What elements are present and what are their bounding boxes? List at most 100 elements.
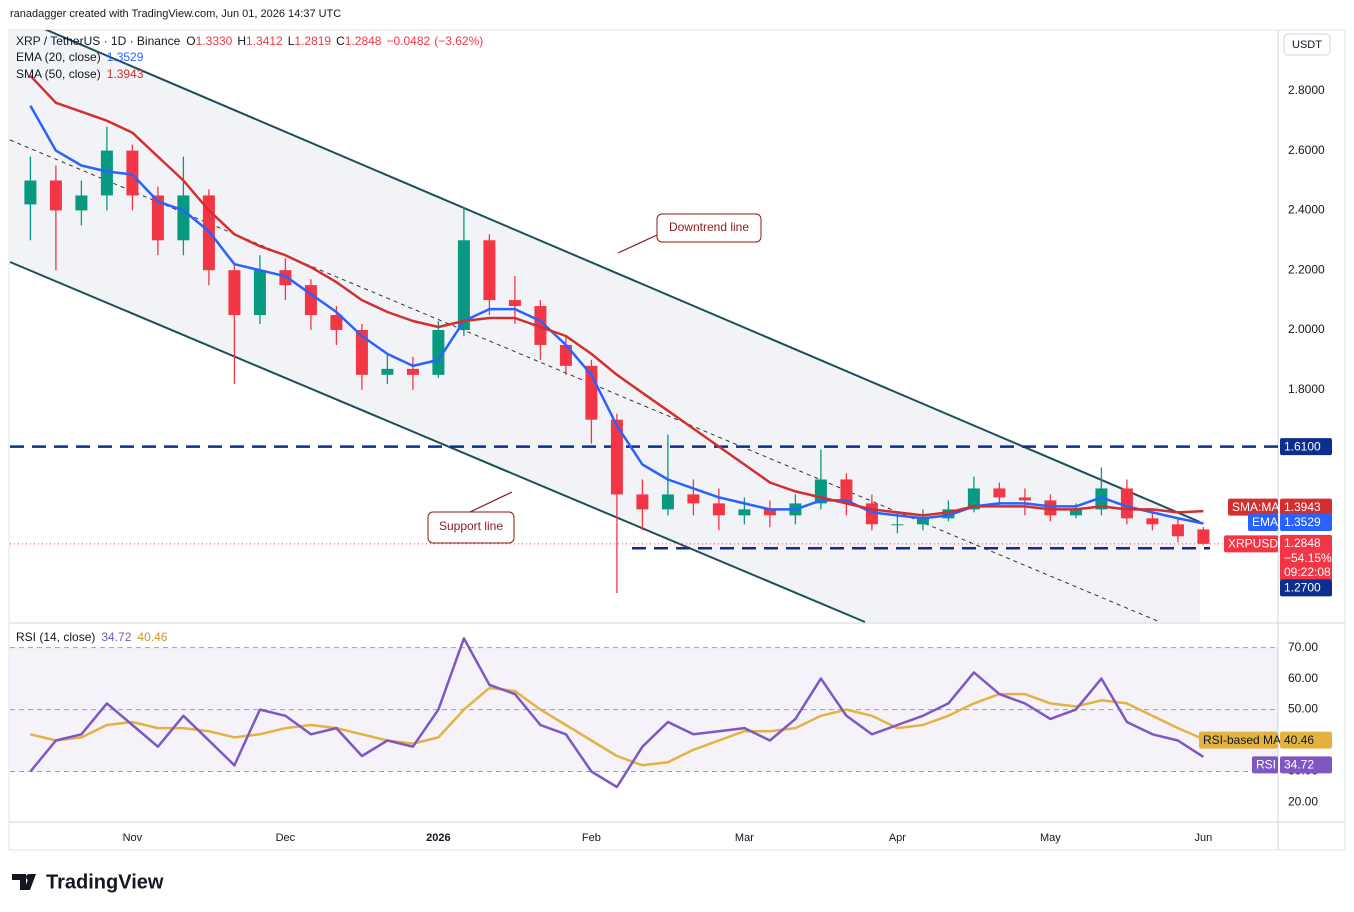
y-tick-label: 1.8000	[1288, 382, 1325, 396]
downtrend-line	[44, 30, 1201, 523]
rsi-ma-tag-bg	[1280, 731, 1332, 749]
candle-body	[177, 195, 190, 241]
ema-name: EMA (20, close)	[16, 50, 101, 64]
rsi-title: RSI (14, close)	[16, 630, 95, 644]
candle-body	[1146, 518, 1159, 525]
sma-value: 1.3943	[107, 67, 144, 81]
candle-body	[355, 329, 368, 375]
candle-body	[483, 240, 496, 301]
price-series	[10, 74, 1278, 594]
candle-body	[636, 494, 649, 510]
ohlc-value: 1.2848	[345, 34, 382, 48]
candle-body	[253, 270, 266, 316]
candle-body	[49, 180, 62, 211]
rsi-tag-label: RSI	[1256, 758, 1276, 772]
candle-body	[840, 479, 853, 504]
callout-pointer	[469, 491, 513, 513]
price-legend: XRP / TetherUS · 1D · Binance O1.3330 H1.3…	[16, 34, 483, 48]
ema-legend: EMA (20, close) 1.3529	[16, 50, 144, 64]
rsi-tag: 34.72	[1284, 758, 1314, 772]
change: −0.0482	[386, 34, 430, 48]
sma-name: SMA (50, close)	[16, 67, 101, 81]
rsi-ma-tag-label-bg	[1199, 731, 1278, 749]
ema-tag-bg	[1280, 513, 1332, 531]
annotation: Support line	[439, 519, 503, 533]
callout-box	[656, 213, 762, 243]
logo-dot	[26, 874, 32, 880]
candle-body	[75, 195, 88, 211]
ema-tag: 1.3529	[1284, 515, 1321, 529]
pane-rsi	[10, 637, 1278, 789]
y-tick-label: 2.0000	[1288, 322, 1325, 336]
change-pct: (−3.62%)	[434, 34, 483, 48]
ohlc-value: 1.2819	[294, 34, 331, 48]
logo-mark	[12, 874, 36, 890]
candle-body	[508, 300, 521, 307]
x-tick-label: Feb	[582, 832, 601, 844]
candle-body	[1120, 488, 1133, 519]
symbol-title: XRP / TetherUS · 1D · Binance	[16, 34, 181, 48]
ema-value: 1.3529	[107, 50, 144, 64]
candle-body	[330, 315, 343, 330]
ohlc-value: 1.3330	[196, 34, 233, 48]
y-tick-label: 60.00	[1288, 671, 1318, 685]
candle-body	[24, 180, 37, 205]
price-tag-line: 09:22:08	[1284, 565, 1331, 579]
rsi-tag-label-bg	[1252, 756, 1278, 774]
channel-fill	[10, 30, 1200, 622]
y-tick-label: 2.6000	[1288, 143, 1325, 157]
candle-body	[993, 488, 1006, 498]
ohlc-label: O	[186, 34, 195, 48]
axis-unit[interactable]: USDT	[1292, 39, 1322, 51]
candle-body	[1069, 509, 1082, 516]
annotation: Downtrend line	[669, 220, 749, 234]
support-trend-line	[9, 261, 866, 623]
candle-body	[763, 509, 776, 516]
symbol-tag: XRPUSDT	[1228, 536, 1286, 550]
rsi-ma-value: 40.46	[137, 630, 167, 644]
series-line	[29, 637, 1205, 789]
candle-body	[1044, 500, 1057, 516]
level-tag: 1.2700	[1284, 580, 1321, 594]
candle-body	[228, 270, 241, 316]
level-tag-bg	[1280, 438, 1332, 456]
candle-body	[1171, 524, 1184, 537]
sma-tag-label: SMA:MA	[1232, 500, 1279, 514]
rsi-legend: RSI (14, close) 34.72 40.46	[16, 630, 168, 644]
candle-body	[942, 509, 955, 519]
logo-text: TradingView	[46, 871, 164, 893]
sma-tag-label-bg	[1228, 498, 1278, 516]
sma-tag-bg	[1280, 498, 1332, 516]
rsi-ma-tag-label: RSI-based MA	[1203, 733, 1281, 747]
candle-body	[406, 368, 419, 375]
pane-price	[9, 30, 1278, 623]
candle-body	[661, 494, 674, 510]
x-tick-label: Dec	[276, 832, 296, 844]
candle-body	[687, 494, 700, 504]
price-tag-line: 1.2848	[1284, 536, 1321, 550]
unit-box[interactable]	[1283, 33, 1331, 56]
price-tag-bg	[1280, 534, 1332, 581]
candle-body	[100, 150, 113, 196]
candle-body	[534, 306, 547, 345]
rsi-series	[10, 637, 1278, 789]
y-tick-label: 2.4000	[1288, 203, 1325, 217]
symbol-tag-bg	[1224, 535, 1278, 553]
ema-tag-label-bg	[1248, 513, 1278, 531]
candle-body	[381, 368, 394, 375]
price-tag-line: −54.15%	[1284, 551, 1332, 565]
series-line	[30, 686, 1204, 767]
x-tick-label: Apr	[889, 832, 906, 844]
sma-tag: 1.3943	[1284, 500, 1321, 514]
candle-body	[1018, 497, 1031, 501]
candle-body	[432, 329, 445, 375]
logo: TradingView	[12, 871, 164, 893]
candle-body	[304, 285, 317, 316]
candle-body	[712, 503, 725, 516]
y-tick-label: 2.8000	[1288, 83, 1325, 97]
sma-legend: SMA (50, close) 1.3943	[16, 67, 144, 81]
rsi-value: 34.72	[101, 630, 131, 644]
y-tick-label: 2.2000	[1288, 262, 1325, 276]
ema-tag-label: EMA	[1252, 515, 1278, 529]
ohlc-label: L	[288, 34, 295, 48]
